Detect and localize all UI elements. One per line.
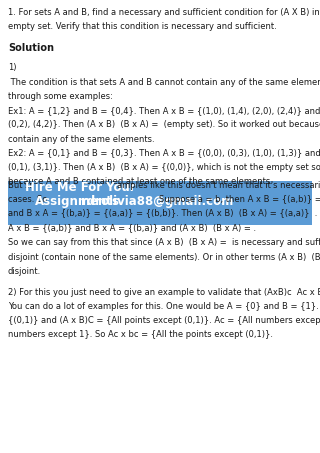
Text: disjoint.: disjoint. [8,266,41,275]
Text: (0,2), (4,2)}. Then (A x B)  (B x A) =  (empty set). So it worked out because A : (0,2), (4,2)}. Then (A x B) (B x A) = (e… [8,120,320,130]
Text: 1. For sets A and B, find a necessary and sufficient condition for (A X B) inter: 1. For sets A and B, find a necessary an… [8,8,320,17]
Text: (0,1), (3,1)}. Then (A x B)  (B x A) = {(0,0)}, which is not the empty set so th: (0,1), (3,1)}. Then (A x B) (B x A) = {(… [8,163,320,172]
Text: The condition is that sets A and B cannot contain any of the same elements. I'll: The condition is that sets A and B canno… [8,78,320,87]
Text: cases. So: cases. So [8,195,50,204]
Text: 2) For this you just need to give an example to validate that (AxB)c  Ac x Bc.: 2) For this you just need to give an exa… [8,288,320,297]
Text: Ex1: A = {1,2} and B = {0,4}. Then A x B = {(1,0), (1,4), (2,0), (2,4)} and B x : Ex1: A = {1,2} and B = {0,4}. Then A x B… [8,106,320,116]
Text: because A and B contained at least one of the same elements.: because A and B contained at least one o… [8,177,273,186]
Text: Hire Me For Your: Hire Me For Your [25,181,135,194]
Text: rdrolivia88@gmail.com: rdrolivia88@gmail.com [81,195,233,208]
Text: through some examples:: through some examples: [8,92,113,101]
Text: contain any of the same elements.: contain any of the same elements. [8,135,155,144]
Text: {(0,1)} and (A x B)C = {All points except (0,1)}. Ac = {All numbers except 0} an: {(0,1)} and (A x B)C = {All points excep… [8,316,320,325]
Text: disjoint (contain none of the same elements). Or in other terms (A x B)  (B x A): disjoint (contain none of the same eleme… [8,252,320,261]
Text: amples like this doesn't mean that it's necessarily true in all: amples like this doesn't mean that it's … [117,181,320,190]
Text: Assignments: Assignments [35,195,120,208]
Text: Suppose a = b, then A x B = {(a,b)} = {(a,a)} = {(b,b)}: Suppose a = b, then A x B = {(a,b)} = {(… [159,195,320,204]
Text: But si: But si [8,181,32,190]
Text: 1): 1) [8,63,17,72]
Text: Solution: Solution [8,43,54,53]
Text: You can do a lot of examples for this. One would be A = {0} and B = {1}. Then (A: You can do a lot of examples for this. O… [8,302,320,311]
FancyBboxPatch shape [8,181,312,225]
Text: empty set. Verify that this condition is necessary and sufficient.: empty set. Verify that this condition is… [8,22,277,31]
Text: So we can say from this that since (A x B)  (B x A) =  is necessary and sufficie: So we can say from this that since (A x … [8,238,320,247]
Text: Ex2: A = {0,1} and B = {0,3}. Then A x B = {(0,0), (0,3), (1,0), (1,3)} and B x : Ex2: A = {0,1} and B = {0,3}. Then A x B… [8,149,320,158]
Text: and B x A = {(b,a)} = {(a,a)} = {(b,b)}. Then (A x B)  (B x A) = {(a,a)}  . (ii): and B x A = {(b,a)} = {(a,a)} = {(b,b)}.… [8,209,320,218]
Text: numbers except 1}. So Ac x bc = {All the points except (0,1)}.: numbers except 1}. So Ac x bc = {All the… [8,330,273,339]
Text: A x B = {(a,b)} and B x A = {(b,a)} and (A x B)  (B x A) = .: A x B = {(a,b)} and B x A = {(b,a)} and … [8,223,256,232]
